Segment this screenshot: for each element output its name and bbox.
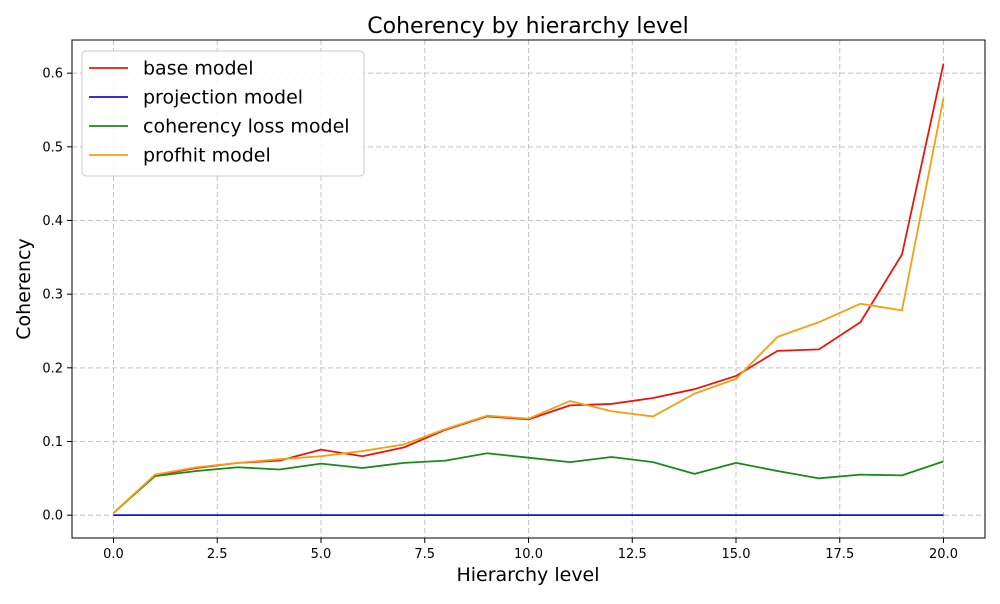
y-tick-label: 0.1 <box>42 435 63 450</box>
x-tick-label: 15.0 <box>722 547 751 562</box>
series-line-profhit-model <box>112 98 945 514</box>
series-lines <box>112 63 945 517</box>
x-tick-label: 17.5 <box>825 547 854 562</box>
chart-title: Coherency by hierarchy level <box>367 14 688 39</box>
legend-label: base model <box>143 58 254 80</box>
x-tick-label: 12.5 <box>618 547 647 562</box>
legend-box <box>81 50 365 177</box>
y-tick-label: 0.6 <box>42 67 63 82</box>
y-tick-label: 0.5 <box>42 140 63 155</box>
y-tick-label: 0.0 <box>42 509 63 524</box>
x-tick-label: 7.5 <box>414 547 435 562</box>
x-axis-ticks: 0.0 2.5 5.0 7.5 10.0 12.5 15.0 17.5 20.0 <box>103 538 958 562</box>
y-tick-label: 0.2 <box>42 361 63 376</box>
legend-label: projection model <box>143 87 303 109</box>
y-axis-ticks: 0.0 0.1 0.2 0.3 0.4 0.5 0.6 <box>42 67 72 524</box>
legend: base model projection model coherency loss… <box>81 50 365 177</box>
x-tick-label: 10.0 <box>514 547 543 562</box>
x-tick-label: 5.0 <box>311 547 332 562</box>
x-tick-label: 2.5 <box>207 547 228 562</box>
x-tick-label: 0.0 <box>103 547 124 562</box>
y-tick-label: 0.4 <box>42 214 63 229</box>
y-tick-label: 0.3 <box>42 288 63 303</box>
legend-label: profhit model <box>143 145 271 167</box>
x-tick-label: 20.0 <box>929 547 958 562</box>
series-line-coherency-loss-model <box>112 452 944 514</box>
x-axis-label: Hierarchy level <box>456 564 599 586</box>
y-axis-label: Coherency <box>13 238 35 339</box>
legend-label: coherency loss model <box>143 116 350 138</box>
